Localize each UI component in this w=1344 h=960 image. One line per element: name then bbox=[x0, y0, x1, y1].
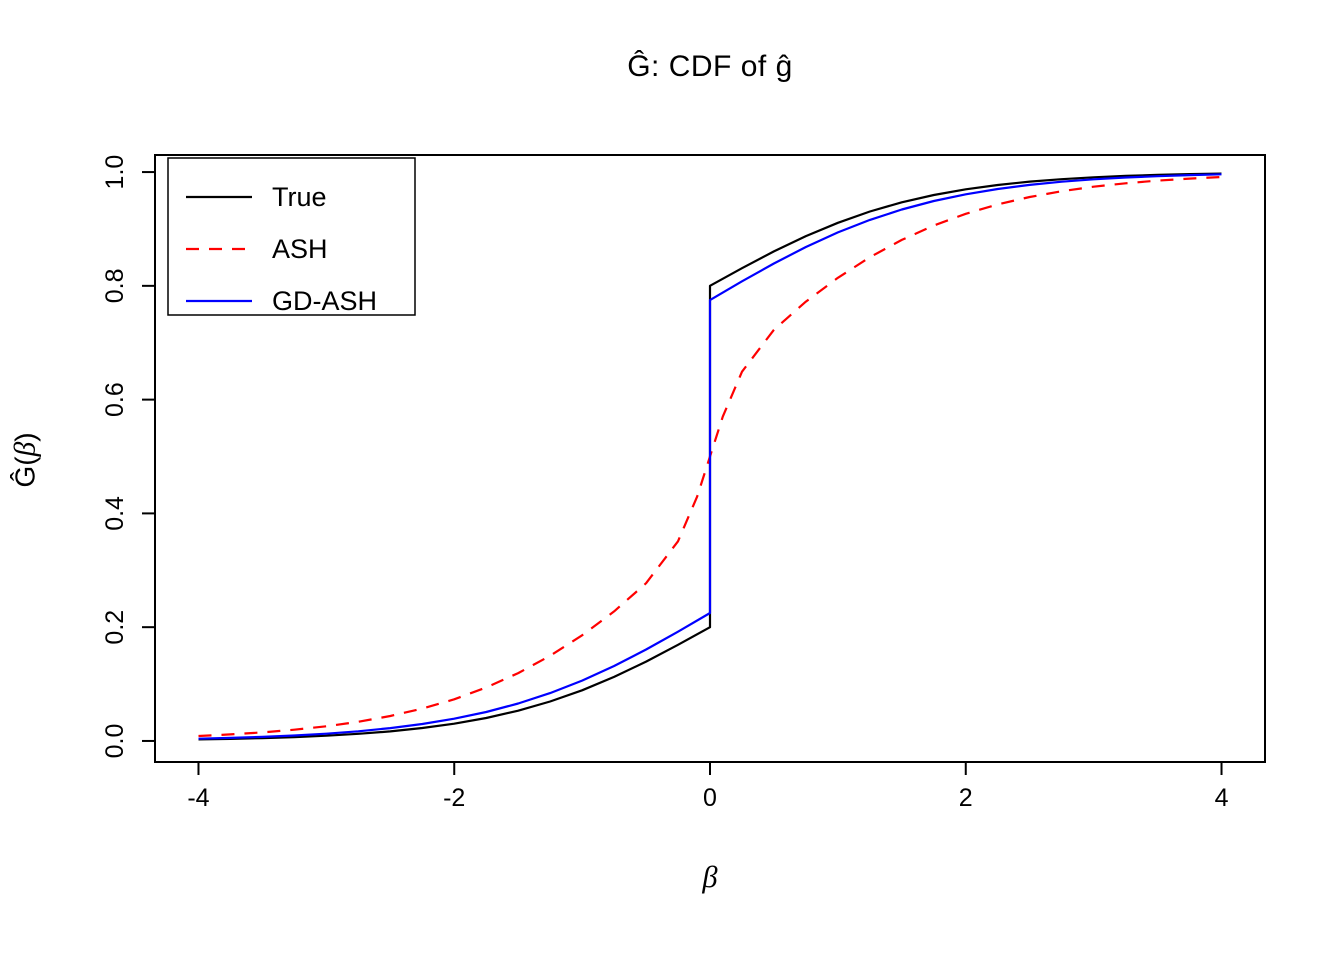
y-tick-label: 0.0 bbox=[101, 724, 129, 759]
x-tick-label: 4 bbox=[1215, 784, 1229, 812]
legend-label-gd-ash: GD-ASH bbox=[272, 286, 377, 316]
y-axis-label-beta: β bbox=[9, 441, 42, 457]
y-axis-label: Ĝ(β) bbox=[10, 432, 43, 487]
legend-label-true: True bbox=[272, 182, 327, 212]
y-axis-label-suffix: ) bbox=[9, 432, 41, 442]
legend-label-ash: ASH bbox=[272, 234, 328, 264]
x-axis-label-beta: β bbox=[702, 860, 718, 894]
y-tick-label: 0.2 bbox=[101, 610, 129, 645]
x-tick-label: 0 bbox=[703, 784, 717, 812]
y-tick-label: 0.6 bbox=[101, 382, 129, 417]
y-axis-label-prefix: Ĝ( bbox=[9, 456, 41, 488]
series-line-gd-ash bbox=[198, 173, 1222, 740]
x-axis-label: β bbox=[155, 860, 1265, 895]
y-tick-label: 1.0 bbox=[101, 155, 129, 190]
legend-box bbox=[167, 157, 416, 316]
y-tick-label: 0.4 bbox=[101, 496, 129, 531]
plot-title: Ĝ: CDF of ĝ bbox=[627, 50, 793, 83]
x-tick-label: -4 bbox=[187, 784, 209, 812]
x-tick-label: 2 bbox=[959, 784, 973, 812]
x-tick-label: -2 bbox=[443, 784, 465, 812]
y-tick-label: 0.8 bbox=[101, 268, 129, 303]
